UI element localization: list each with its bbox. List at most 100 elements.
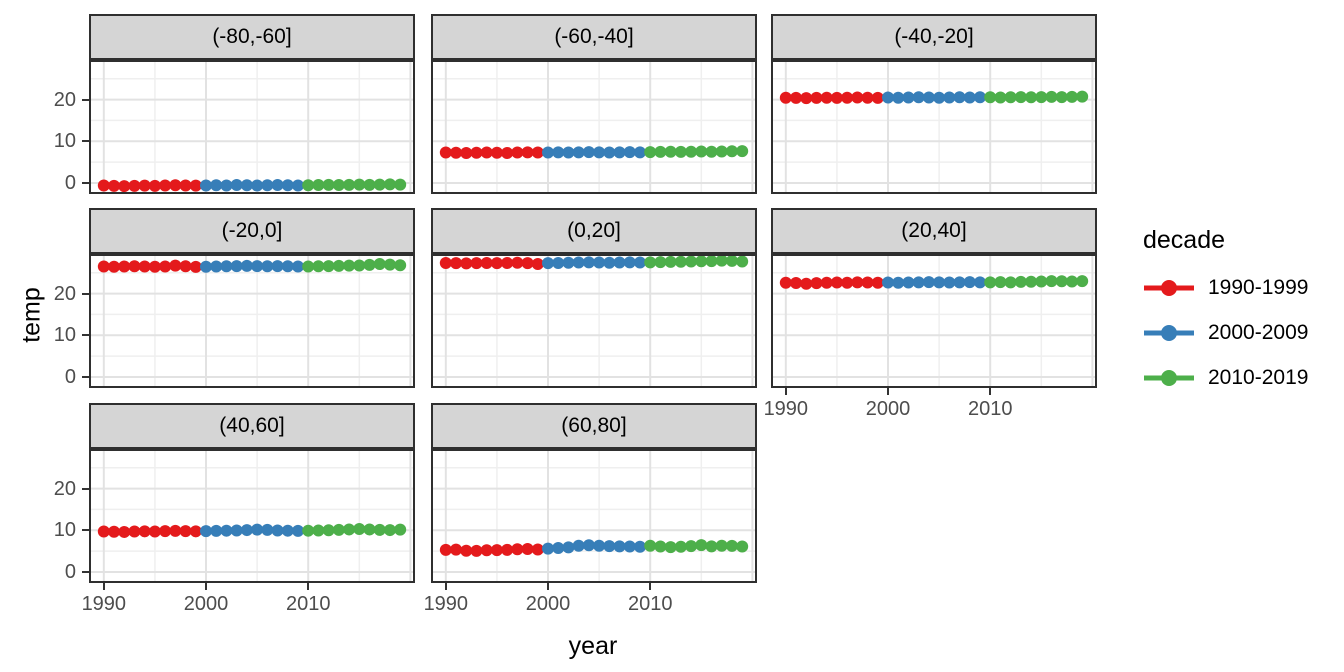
- data-point: [332, 259, 345, 272]
- data-point: [984, 276, 997, 289]
- data-point: [1055, 91, 1068, 104]
- data-point: [450, 257, 463, 270]
- data-point: [582, 256, 595, 269]
- decade-series-2000-2009: [200, 259, 304, 273]
- data-point: [251, 260, 264, 273]
- data-point: [943, 91, 956, 104]
- data-point: [128, 179, 141, 192]
- data-point: [210, 524, 223, 537]
- data-point: [291, 524, 304, 537]
- data-point: [593, 146, 606, 159]
- data-point: [394, 523, 407, 536]
- data-point: [1076, 90, 1089, 103]
- data-point: [511, 256, 524, 269]
- y-tick-label: 0: [64, 171, 76, 194]
- data-point: [841, 276, 854, 289]
- data-point: [861, 276, 874, 289]
- data-point: [394, 178, 407, 191]
- y-tick: [82, 529, 89, 532]
- x-tick: [989, 388, 992, 395]
- data-point: [1065, 90, 1078, 103]
- y-tick: [82, 292, 89, 295]
- decade-series-2000-2009: [200, 523, 304, 538]
- data-point: [470, 146, 483, 159]
- x-tick-label: 2010: [627, 593, 673, 615]
- data-point: [281, 524, 294, 537]
- facet-plot-(20,40]: [771, 254, 1097, 388]
- data-point: [705, 540, 718, 553]
- data-point: [521, 257, 534, 270]
- data-point: [490, 146, 503, 159]
- data-point: [148, 260, 161, 273]
- data-point: [664, 255, 677, 268]
- data-point: [674, 145, 687, 158]
- data-point: [302, 260, 315, 273]
- data-point: [108, 525, 121, 538]
- data-point: [725, 145, 738, 158]
- legend-entries: 1990-1999 2000-2009 2010-2019: [1143, 276, 1308, 390]
- x-tick: [784, 388, 787, 395]
- data-point: [281, 260, 294, 273]
- y-tick: [82, 98, 89, 101]
- data-point: [664, 541, 677, 554]
- data-point: [736, 145, 749, 158]
- facet-strip-label: (20,40]: [901, 219, 967, 242]
- decade-series-2000-2009: [200, 179, 304, 192]
- data-point: [511, 543, 524, 556]
- data-point: [736, 255, 749, 268]
- decade-series-1990-1999: [779, 91, 884, 105]
- facet-strip: (40,60]: [89, 403, 415, 449]
- data-point: [118, 180, 131, 193]
- data-point: [490, 257, 503, 270]
- data-point: [460, 257, 473, 270]
- data-point: [470, 544, 483, 557]
- data-point: [552, 541, 565, 554]
- data-point: [552, 256, 565, 269]
- data-point: [912, 276, 925, 289]
- data-point: [490, 544, 503, 557]
- data-point: [830, 276, 843, 289]
- data-point: [552, 146, 565, 159]
- facet-strip-label: (60,80]: [561, 414, 627, 437]
- data-point: [963, 91, 976, 104]
- data-point: [148, 179, 161, 192]
- data-point: [302, 524, 315, 537]
- x-tick: [649, 583, 652, 590]
- x-axis-title: year: [568, 632, 618, 660]
- x-tick-label: 2010: [285, 593, 331, 615]
- data-point: [736, 540, 749, 553]
- data-point: [291, 179, 304, 192]
- data-point: [871, 91, 884, 104]
- data-point: [521, 543, 534, 556]
- facet-plot-(60,80]: [431, 449, 757, 583]
- data-point: [302, 179, 315, 192]
- data-point: [963, 276, 976, 289]
- data-point: [810, 91, 823, 104]
- data-point: [790, 91, 803, 104]
- data-point: [383, 178, 396, 191]
- data-point: [179, 260, 192, 273]
- decade-series-2010-2019: [984, 90, 1089, 104]
- data-point: [373, 258, 386, 271]
- data-point: [779, 91, 792, 104]
- x-tick: [307, 583, 310, 590]
- data-point: [1014, 91, 1027, 104]
- facet-strip: (0,20]: [431, 208, 757, 254]
- decade-series-2010-2019: [984, 275, 1089, 289]
- data-point: [562, 146, 575, 159]
- data-point: [820, 91, 833, 104]
- data-point: [439, 146, 452, 159]
- data-point: [343, 178, 356, 191]
- data-point: [953, 91, 966, 104]
- data-point: [322, 260, 335, 273]
- data-point: [97, 525, 110, 538]
- data-point: [542, 146, 555, 159]
- data-point: [230, 179, 243, 192]
- data-point: [654, 256, 667, 269]
- data-point: [1076, 275, 1089, 288]
- x-tick: [887, 388, 889, 395]
- facet-plot-(0,20]: [431, 254, 757, 388]
- legend-key-icon: [1144, 325, 1194, 341]
- data-point: [562, 541, 575, 554]
- data-point: [220, 524, 233, 537]
